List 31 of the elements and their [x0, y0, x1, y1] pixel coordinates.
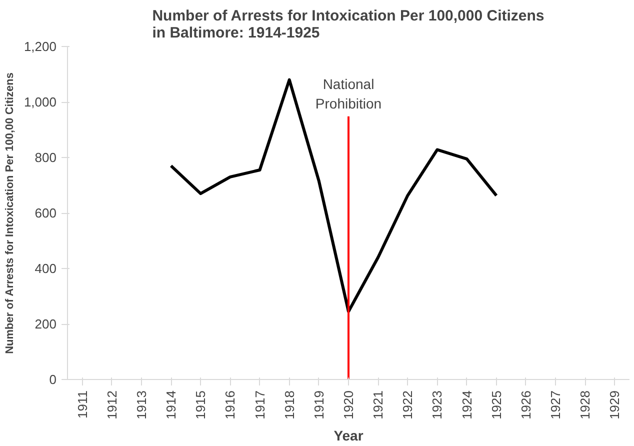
y-tick-label: 800	[34, 150, 57, 165]
x-tick-label: 1919	[311, 390, 326, 420]
x-tick-label: 1925	[488, 390, 504, 420]
x-tick-label: 1917	[252, 390, 268, 420]
x-tick-label: 1922	[400, 390, 416, 420]
x-tick-label: 1918	[282, 390, 297, 420]
y-tick-label: 1,000	[24, 94, 57, 110]
x-tick-label: 1923	[430, 390, 445, 420]
x-axis-title: Year	[334, 427, 364, 444]
y-tick-label: 0	[49, 372, 57, 387]
x-tick-label: 1921	[370, 390, 386, 420]
y-tick-label: 1,200	[24, 39, 57, 54]
x-tick-label: 1926	[518, 390, 534, 420]
x-tick-label: 1915	[193, 390, 208, 420]
x-tick-label: 1911	[74, 390, 90, 418]
y-tick-label: 400	[34, 261, 57, 276]
x-tick-label: 1920	[341, 390, 356, 420]
x-tick-label: 1916	[222, 390, 238, 420]
chart-title: Number of Arrests for Intoxication Per 100,000 Citizens in Baltimore: 1914-1925	[152, 8, 544, 42]
x-tick-label: 1927	[548, 390, 564, 420]
y-axis-title: Number of Arrests for Intoxication Per 100,00 Citizens	[4, 72, 16, 354]
ref-line-label: National Prohibition	[315, 76, 382, 112]
y-tick-label: 200	[34, 316, 57, 332]
x-tick-label: 1914	[164, 390, 179, 420]
line-series	[170, 78, 498, 314]
x-tick-label: 1924	[459, 390, 474, 420]
x-tick-label: 1913	[134, 390, 149, 420]
x-tick-label: 1929	[607, 390, 622, 420]
y-tick-label: 600	[34, 206, 57, 220]
x-tick-label: 1912	[104, 390, 120, 420]
x-tick-label: 1928	[578, 390, 593, 420]
